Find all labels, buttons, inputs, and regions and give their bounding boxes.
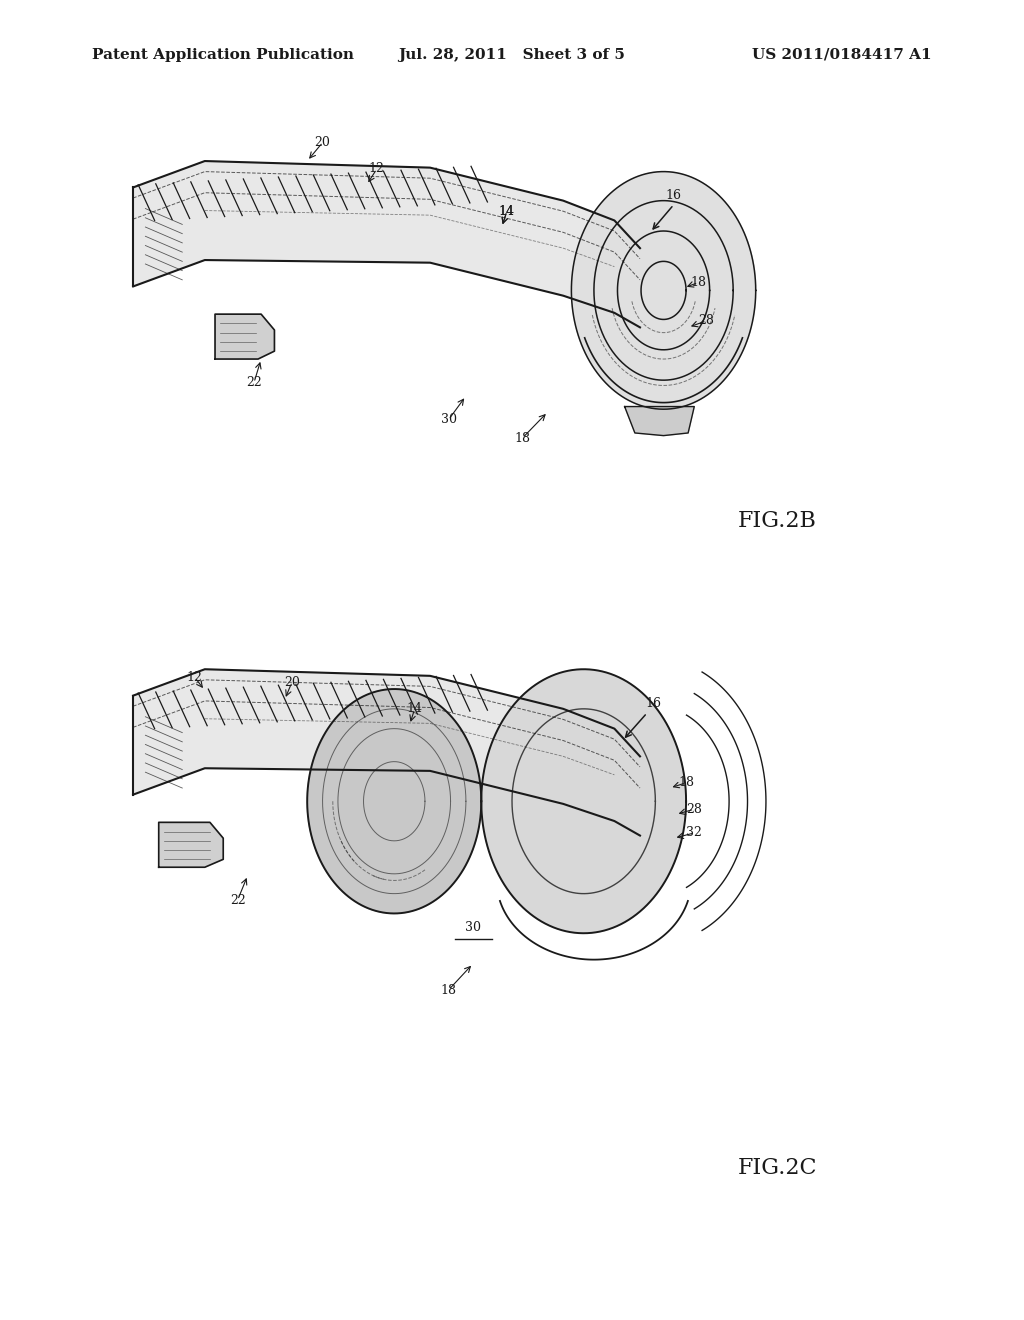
Text: 18: 18 <box>514 432 530 445</box>
Text: 32: 32 <box>686 826 702 840</box>
Text: 20: 20 <box>314 136 331 149</box>
Text: 22: 22 <box>246 376 262 389</box>
Text: FIG.2B: FIG.2B <box>737 511 816 532</box>
Polygon shape <box>133 161 640 327</box>
Polygon shape <box>159 822 223 867</box>
Text: 14: 14 <box>499 205 515 218</box>
Text: 20: 20 <box>284 676 300 689</box>
Polygon shape <box>625 407 694 436</box>
Polygon shape <box>307 689 481 913</box>
Text: 22: 22 <box>229 894 246 907</box>
Text: 16: 16 <box>645 697 662 710</box>
Text: Patent Application Publication: Patent Application Publication <box>92 48 354 62</box>
Text: 18: 18 <box>440 983 457 997</box>
Text: 30: 30 <box>465 921 481 935</box>
Text: FIG.2C: FIG.2C <box>737 1158 817 1179</box>
Text: 16: 16 <box>666 189 682 202</box>
Text: 12: 12 <box>186 671 203 684</box>
Text: 28: 28 <box>686 803 702 816</box>
Polygon shape <box>133 669 640 836</box>
Polygon shape <box>571 172 756 409</box>
Text: Jul. 28, 2011   Sheet 3 of 5: Jul. 28, 2011 Sheet 3 of 5 <box>398 48 626 62</box>
Polygon shape <box>215 314 274 359</box>
Text: 18: 18 <box>678 776 694 789</box>
Text: 14: 14 <box>407 702 423 715</box>
Text: 28: 28 <box>698 314 715 327</box>
Polygon shape <box>481 669 686 933</box>
Text: 12: 12 <box>369 162 385 176</box>
Text: 14: 14 <box>499 205 515 218</box>
Text: 18: 18 <box>690 276 707 289</box>
Text: US 2011/0184417 A1: US 2011/0184417 A1 <box>753 48 932 62</box>
Text: 30: 30 <box>440 413 457 426</box>
